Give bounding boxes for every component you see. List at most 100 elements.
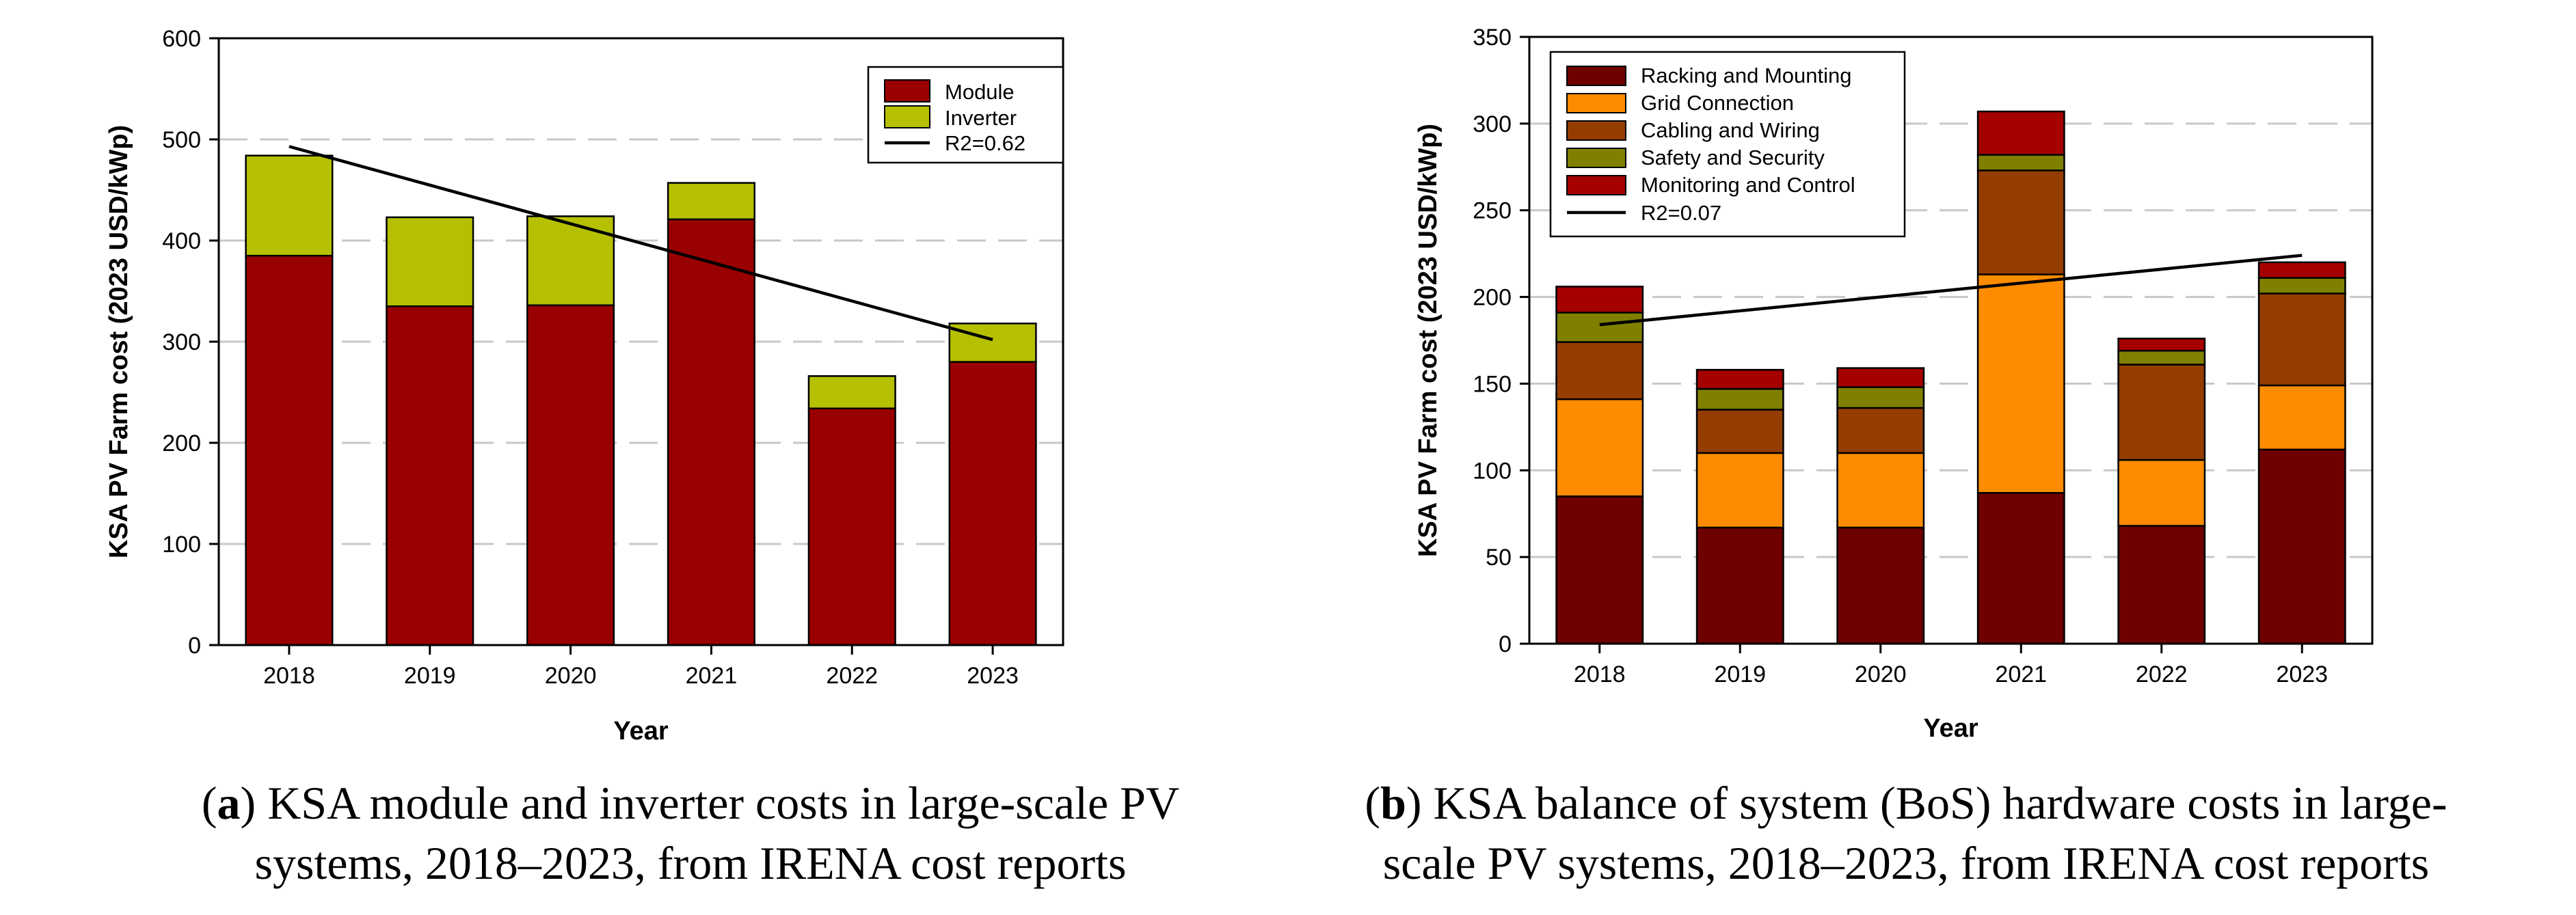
- legend-label: Grid Connection: [1641, 91, 1794, 115]
- trend-line: [1599, 254, 2303, 327]
- bar-segment-safety-and-security-2020: [1836, 386, 1925, 409]
- bar-segment-safety-and-security-2023: [2257, 277, 2346, 295]
- caption-b-label: b: [1380, 777, 1406, 829]
- bar-segment-cabling-and-wiring-2023: [2257, 292, 2346, 387]
- legend-label: Racking and Mounting: [1641, 64, 1851, 87]
- y-tick-label: 200: [1473, 285, 1512, 311]
- y-axis-label: KSA PV Farm cost (2023 USD/kWp): [105, 125, 133, 558]
- y-tick-label: 600: [162, 26, 201, 52]
- bar-segment-grid-connection-2018: [1555, 398, 1644, 497]
- chart-a-module-inverter: 0 100 200 300 400 500 600 2018 2019 2020 2021 2022 2…: [105, 26, 1064, 746]
- x-tick-label: 2018: [263, 663, 315, 689]
- x-tick-label: 2018: [1574, 661, 1626, 687]
- caption-a: (a) KSA module and inverter costs in lar…: [202, 777, 1179, 889]
- bar-segment-grid-connection-2019: [1695, 452, 1784, 529]
- legend-label: Module: [945, 80, 1015, 104]
- bar-segment-module-2022: [807, 407, 896, 646]
- bar-segment-inverter-2019: [386, 216, 474, 308]
- legend-swatch: [1566, 66, 1626, 86]
- caption-b-line1: (b) KSA balance of system (BoS) hardware…: [1365, 777, 2447, 829]
- bar-segment-cabling-and-wiring-2021: [1976, 169, 2065, 275]
- legend-swatch: [884, 105, 930, 128]
- bar-segment-cabling-and-wiring-2018: [1555, 341, 1644, 400]
- bar-segment-cabling-and-wiring-2020: [1836, 407, 1925, 454]
- bar-segment-monitoring-and-control-2018: [1555, 286, 1644, 314]
- caption-a-label: a: [217, 777, 241, 829]
- x-tick-label: 2023: [967, 663, 1019, 689]
- bar-segment-inverter-2022: [807, 375, 896, 409]
- bar-segment-inverter-2023: [948, 323, 1037, 363]
- bar-segment-module-2023: [948, 361, 1037, 646]
- y-tick-label: 0: [1499, 631, 1512, 657]
- caption-a-line1: (a) KSA module and inverter costs in lar…: [202, 777, 1179, 829]
- y-axis-label: KSA PV Farm cost (2023 USD/kWp): [1414, 124, 1443, 557]
- legend-trend-label: R2=0.62: [945, 131, 1025, 155]
- bar-segment-grid-connection-2023: [2257, 384, 2346, 451]
- caption-a-line2: systems, 2018–2023, from IRENA cost repo…: [255, 837, 1127, 889]
- x-tick-label: 2019: [1714, 661, 1766, 687]
- y-tick-label: 200: [162, 431, 201, 456]
- bar-segment-racking-and-mounting-2023: [2257, 448, 2346, 645]
- y-tick-label: 150: [1473, 371, 1512, 397]
- bar-segment-monitoring-and-control-2021: [1976, 110, 2065, 156]
- bar-segment-racking-and-mounting-2019: [1695, 526, 1784, 645]
- bar-segment-monitoring-and-control-2022: [2117, 338, 2206, 352]
- x-axis-label: Year: [613, 717, 669, 746]
- bar-segment-safety-and-security-2019: [1695, 387, 1784, 411]
- y-tick-label: 500: [162, 127, 201, 153]
- caption-a-text1: ) KSA module and inverter costs in large…: [241, 777, 1180, 829]
- legend-swatch: [1566, 175, 1626, 195]
- bar-segment-racking-and-mounting-2020: [1836, 526, 1925, 645]
- trend-line: [289, 145, 993, 342]
- bar-segment-module-2019: [386, 305, 474, 646]
- y-tick-label: 300: [162, 329, 201, 355]
- legend-swatch: [1566, 148, 1626, 168]
- bar-segment-inverter-2020: [526, 215, 615, 306]
- y-tick-label: 350: [1473, 25, 1512, 51]
- plot-frame: [1528, 36, 2374, 645]
- caption-b-line2: scale PV systems, 2018–2023, from IRENA …: [1383, 837, 2430, 889]
- bar-segment-module-2018: [245, 254, 334, 646]
- bar-segment-monitoring-and-control-2020: [1836, 367, 1925, 388]
- caption-b: (b) KSA balance of system (BoS) hardware…: [1365, 777, 2447, 889]
- y-tick-label: 400: [162, 228, 201, 254]
- bar-segment-safety-and-security-2022: [2117, 349, 2206, 366]
- bar-segment-cabling-and-wiring-2022: [2117, 364, 2206, 461]
- x-tick-label: 2022: [2136, 661, 2188, 687]
- bar-segment-cabling-and-wiring-2019: [1695, 409, 1784, 454]
- x-tick-label: 2021: [686, 663, 738, 689]
- bar-segment-monitoring-and-control-2023: [2257, 261, 2346, 279]
- bar-segment-racking-and-mounting-2022: [2117, 525, 2206, 645]
- legend-label: Monitoring and Control: [1641, 173, 1855, 197]
- legend-label: Cabling and Wiring: [1641, 118, 1820, 142]
- x-tick-label: 2022: [826, 663, 878, 689]
- legend-label: Inverter: [945, 106, 1017, 130]
- y-tick-label: 100: [1473, 458, 1512, 484]
- chart-b-bos-hardware: 0 50 100 150 200 250 300 350 2018 2019 2020 2021 202…: [1414, 25, 2374, 743]
- legend-swatch: [1566, 93, 1626, 113]
- y-tick-label: 250: [1473, 198, 1512, 224]
- bar-segment-module-2021: [667, 218, 755, 646]
- bar-segment-safety-and-security-2021: [1976, 154, 2065, 172]
- bar-segment-racking-and-mounting-2018: [1555, 495, 1644, 645]
- caption-b-text1: ) KSA balance of system (BoS) hardware c…: [1406, 777, 2447, 829]
- x-tick-label: 2023: [2276, 661, 2328, 687]
- y-tick-label: 50: [1486, 545, 1512, 571]
- y-tick-label: 100: [162, 532, 201, 558]
- bar-segment-inverter-2021: [667, 182, 755, 221]
- legend-label: Safety and Security: [1641, 146, 1825, 169]
- x-tick-label: 2021: [1995, 661, 2047, 687]
- x-tick-label: 2020: [545, 663, 597, 689]
- legend-swatch: [884, 79, 930, 103]
- legend-swatch: [1566, 120, 1626, 141]
- bar-segment-grid-connection-2022: [2117, 459, 2206, 527]
- bar-segment-grid-connection-2021: [1976, 273, 2065, 494]
- bar-segment-monitoring-and-control-2019: [1695, 368, 1784, 390]
- y-tick-label: 300: [1473, 111, 1512, 137]
- x-axis-label: Year: [1923, 714, 1978, 743]
- bar-segment-module-2020: [526, 304, 615, 646]
- bar-segment-grid-connection-2020: [1836, 452, 1925, 529]
- bar-segment-inverter-2018: [245, 154, 334, 257]
